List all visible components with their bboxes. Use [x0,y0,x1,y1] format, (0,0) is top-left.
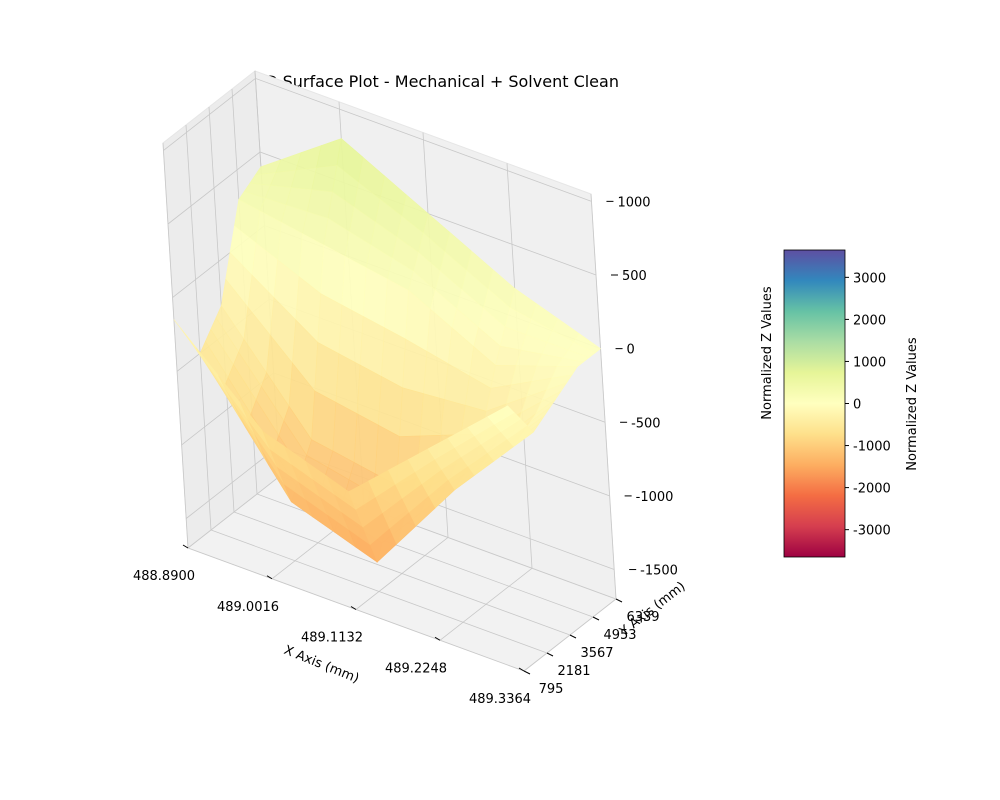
y-tick [546,652,554,657]
colorbar-tick-label: 2000 [853,313,886,328]
y-tick [569,634,577,639]
x-tick-label: 489.1132 [301,631,363,646]
y-tick-label: 795 [539,682,564,697]
surface-mesh [173,138,602,563]
x-tick [266,575,273,580]
colorbar-tick-label: -2000 [853,482,891,497]
x-axis-label: X Axis (mm) [282,643,361,687]
x-tick-label: 488.8900 [133,569,195,584]
z-tick-label: 500 [622,269,647,284]
colorbar-tick-label: -3000 [853,524,891,539]
grid-line-y [208,106,571,636]
y-tick-label: 3567 [580,646,613,661]
grid-line-z [163,77,592,202]
grid-line-y [185,124,548,654]
colorbar-tick-label: 0 [853,398,861,413]
colorbar-tick-label: 3000 [853,271,886,286]
y-tick [592,616,600,621]
colorbar-scale [783,249,846,558]
x-tick-label: 489.3364 [469,692,531,707]
colorbar-label: Normalized Z Values [905,337,920,471]
surface-patch [399,387,424,437]
z-tick-label: 0 [627,343,635,358]
x-tick-label: 489.0016 [217,600,279,615]
grid-line-z [167,151,597,276]
colorbar-tick-label: 1000 [853,355,886,370]
x-tick [182,544,189,549]
x-tick-label: 489.2248 [385,661,447,676]
y-tick-label: 2181 [557,664,590,679]
colorbar-tick-label: -1000 [853,440,891,455]
surface-patch [419,393,445,437]
z-axis-label: Normalized Z Values [760,286,775,420]
x-tick [434,636,441,641]
z-tick-label: 1000 [617,195,650,210]
y-tick-label: 4953 [603,628,636,643]
z-tick-label: -1500 [640,564,678,579]
z-tick-label: -1000 [636,490,674,505]
z-tick-label: -500 [631,416,661,431]
y-tick [615,598,623,603]
x-tick [350,606,357,610]
y-tick [523,670,531,675]
chart-title: 3D Surface Plot - Mechanical + Solvent C… [255,72,619,91]
x-tick [518,667,525,672]
y-tick-label: 6339 [626,610,659,625]
colorbar: -3000 -2000 -1000 0 1000 2000 3000 Normalized Z… [783,249,920,558]
surface-patch [487,405,515,425]
